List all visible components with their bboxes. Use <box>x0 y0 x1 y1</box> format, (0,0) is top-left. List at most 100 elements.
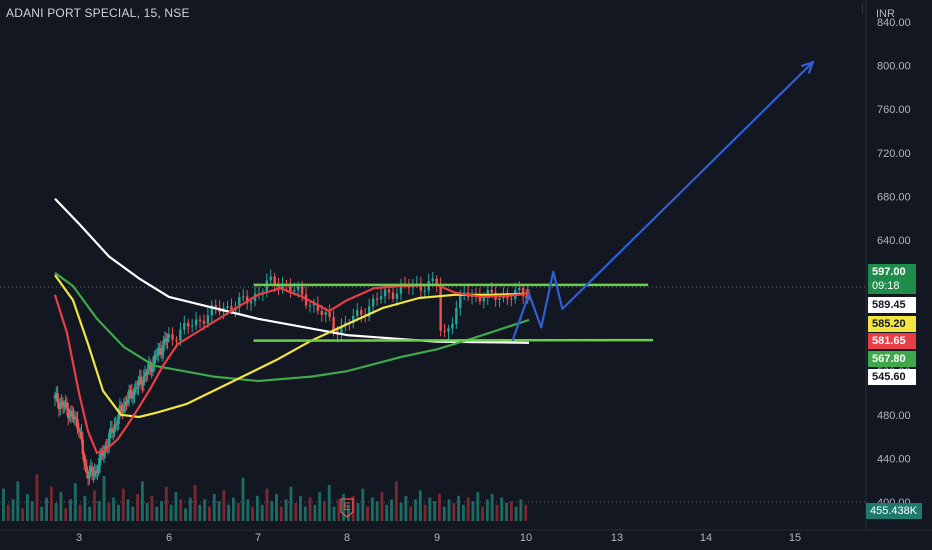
candle-body <box>320 310 323 315</box>
candle-body <box>76 418 79 430</box>
volume-bar <box>375 501 379 521</box>
candle-body <box>395 293 399 299</box>
symbol-title[interactable]: ADANI PORT SPECIAL, 15, NSE <box>6 6 190 20</box>
price-tag: 589.45 <box>868 297 916 313</box>
series-line-ema_slow <box>54 272 530 383</box>
volume-bar <box>102 476 106 521</box>
candle-body <box>123 401 127 406</box>
candle-body <box>179 329 182 341</box>
candle-body <box>56 393 59 403</box>
volume-bar <box>160 501 163 521</box>
volume-bar <box>198 504 202 521</box>
volume-bar <box>121 488 125 521</box>
candle-body <box>134 388 137 390</box>
candle-body <box>110 428 114 433</box>
volume-bar <box>155 506 159 521</box>
y-tick-label: 840.00 <box>877 17 911 29</box>
volume-bar <box>64 508 68 521</box>
price-tag-value: 597.00 <box>872 266 906 278</box>
volume-bar <box>6 504 10 521</box>
volume-bar <box>294 503 298 521</box>
candle-body <box>151 364 155 373</box>
candle-body <box>100 452 103 454</box>
candle-body <box>131 395 135 399</box>
candle-body <box>273 276 276 285</box>
candle-body <box>517 287 521 290</box>
candle-body <box>521 287 525 297</box>
volume-bar <box>509 501 513 521</box>
volume-bar <box>265 488 269 521</box>
candle-body <box>431 278 434 281</box>
candle-body <box>171 334 174 340</box>
volume-bar <box>380 492 384 521</box>
x-tick-label: 8 <box>344 532 350 544</box>
price-tag-countdown: 09:18 <box>872 280 900 292</box>
volume-bar <box>251 506 255 521</box>
candle-body <box>67 408 70 419</box>
volume-bar <box>246 499 250 521</box>
volume-bar <box>222 490 226 521</box>
candle-body <box>360 310 363 315</box>
candle-body <box>68 416 71 419</box>
volume-bar <box>40 506 44 521</box>
volume-bar <box>452 503 456 521</box>
x-tick-label: 13 <box>611 532 623 544</box>
candle-body <box>162 340 165 352</box>
volume-bar <box>481 506 484 521</box>
candle-body <box>94 470 98 472</box>
volume-bar <box>145 503 149 521</box>
volume-bar <box>11 499 15 521</box>
candle-body <box>113 424 116 432</box>
currency-label[interactable]: INR <box>876 8 895 20</box>
candle-body <box>419 283 423 291</box>
candle-body <box>451 324 454 329</box>
volume-bar <box>203 499 207 521</box>
candle-body <box>116 423 119 425</box>
candle-body <box>242 296 245 298</box>
volume-bar <box>16 481 20 521</box>
candle-body <box>391 292 395 299</box>
candle-body <box>367 306 371 317</box>
volume-bar <box>318 492 322 521</box>
volume-bar <box>485 499 489 521</box>
candle-body <box>300 286 304 295</box>
volume-bar <box>260 504 264 521</box>
volume-bar <box>428 497 432 521</box>
volume-bar <box>514 506 518 521</box>
candle-body <box>157 348 160 356</box>
volume-bar <box>414 499 417 521</box>
candle-body <box>297 286 300 291</box>
candle-body <box>289 284 292 292</box>
candle-body <box>60 401 63 405</box>
candle-body <box>130 391 133 399</box>
candle-body <box>161 351 164 355</box>
candle-body <box>352 315 355 323</box>
volume-bar <box>241 477 245 521</box>
volume-bar <box>370 497 374 521</box>
candle-body <box>69 410 73 417</box>
candle-body <box>126 399 130 404</box>
earnings-marker-label: E <box>343 501 350 513</box>
series-line-ema_mid <box>54 274 530 419</box>
volume-bar <box>73 483 77 521</box>
volume-bar <box>25 494 29 521</box>
candle-body <box>127 390 131 400</box>
y-tick-label: 440.00 <box>877 454 911 466</box>
volume-bar <box>126 499 130 521</box>
volume-tag: 455.438K <box>866 503 922 519</box>
volume-bar <box>164 486 168 521</box>
candle-body <box>375 298 379 300</box>
candle-body <box>92 472 95 477</box>
price-tag: 581.65 <box>868 333 916 349</box>
candle-body <box>175 339 178 341</box>
y-tick-label: 720.00 <box>877 148 911 160</box>
candle-body <box>356 310 359 316</box>
volume-bar <box>519 499 523 521</box>
volume-bar <box>45 497 48 521</box>
volume-bar <box>433 501 437 521</box>
candle-body <box>114 423 118 425</box>
candle-body <box>93 471 96 477</box>
projection-arrowhead <box>801 60 815 74</box>
volume-bar <box>184 508 187 521</box>
